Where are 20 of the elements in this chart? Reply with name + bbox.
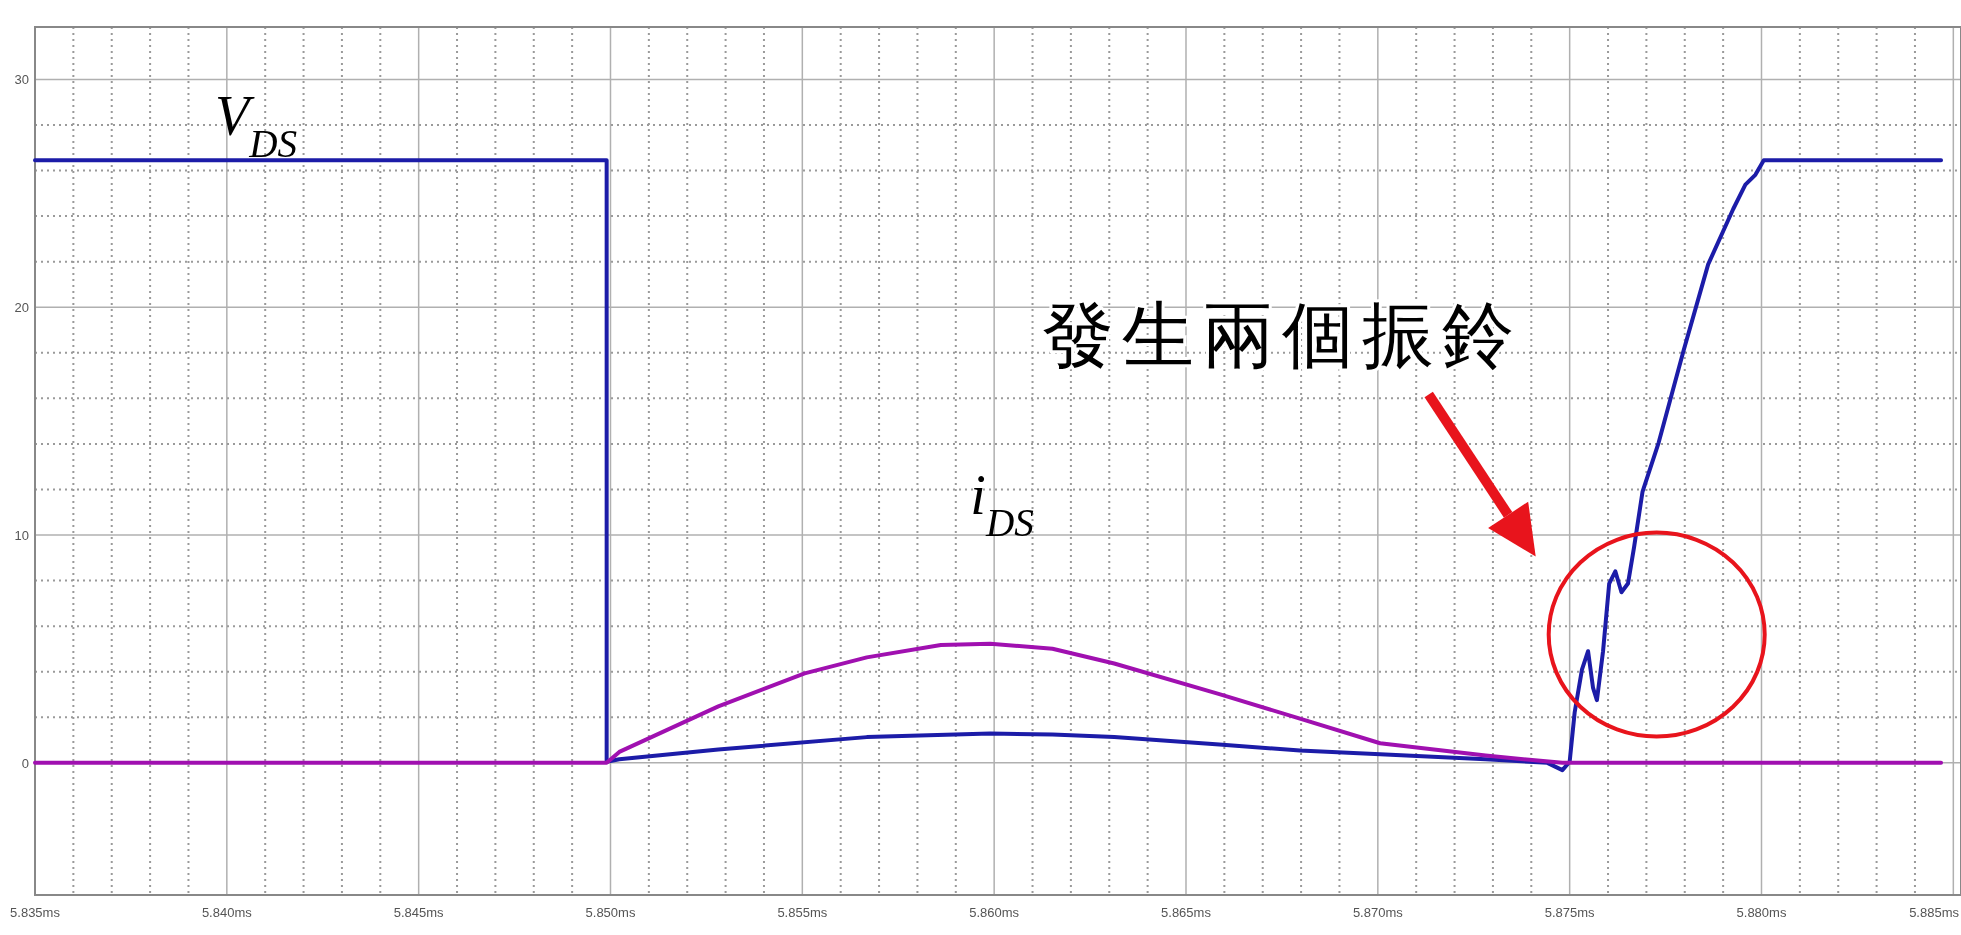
- x-tick-label: 5.845ms: [393, 905, 445, 920]
- line-series: [33, 158, 1944, 773]
- x-tick-label: 5.885ms: [1909, 905, 1960, 920]
- series-label: i$_{DS}$: [970, 463, 1034, 544]
- x-tick-label: 5.840ms: [201, 905, 253, 920]
- annotation: 發生兩個振鈴: [1041, 292, 1522, 377]
- x-tick-label: 5.880ms: [1736, 905, 1787, 920]
- line-series: [33, 641, 1944, 765]
- y-tick-label: 20: [14, 300, 29, 316]
- x-tick-label: 5.860ms: [969, 905, 1020, 920]
- x-tick-label: 5.850ms: [585, 905, 636, 920]
- series-label: V$_{DS}$: [215, 85, 298, 165]
- x-tick-label: 5.835ms: [10, 905, 61, 920]
- y-tick-label: 10: [14, 528, 29, 544]
- y-tick-label: 30: [14, 72, 29, 88]
- x-tick-label: 5.875ms: [1544, 905, 1596, 920]
- x-tick-label: 5.855ms: [777, 905, 828, 920]
- x-tick-label: 5.870ms: [1352, 905, 1404, 920]
- y-tick-label: 0: [21, 755, 29, 771]
- x-tick-label: 5.865ms: [1161, 905, 1212, 920]
